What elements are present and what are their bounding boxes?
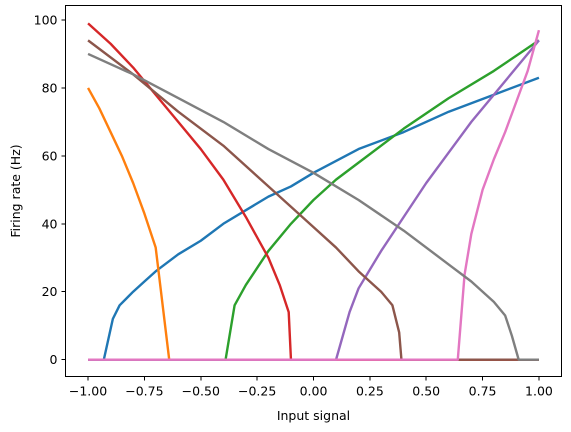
x-tick-label: 0.25 bbox=[356, 384, 384, 399]
x-tick-label: 0.00 bbox=[300, 384, 328, 399]
series-line-5 bbox=[88, 39, 540, 361]
x-tick-label: −1.00 bbox=[69, 384, 107, 399]
series-layer bbox=[86, 22, 541, 361]
x-tick-label: 0.75 bbox=[469, 384, 497, 399]
y-axis: 0 20 40 60 80 100 bbox=[34, 12, 66, 367]
axes-frame bbox=[65, 5, 562, 377]
x-axis-label: Input signal bbox=[277, 408, 350, 423]
x-tick-label: 1.00 bbox=[525, 384, 553, 399]
series-line-2 bbox=[86, 87, 539, 361]
x-axis: −1.00 −0.75 −0.50 −0.25 0.00 0.25 0.50 0.75 1.00 bbox=[69, 376, 553, 399]
y-tick-label: 0 bbox=[50, 352, 58, 367]
y-tick-label: 100 bbox=[34, 12, 58, 27]
series-line-7 bbox=[88, 29, 541, 361]
y-tick-label: 40 bbox=[42, 216, 58, 231]
plot-area bbox=[65, 5, 562, 377]
series-line-6 bbox=[87, 39, 539, 361]
y-tick-label: 80 bbox=[42, 80, 58, 95]
x-tick-label: 0.50 bbox=[412, 384, 440, 399]
x-tick-label: −0.25 bbox=[238, 384, 276, 399]
series-line-8 bbox=[87, 52, 539, 361]
series-line-4 bbox=[87, 22, 539, 361]
y-tick-label: 60 bbox=[42, 148, 58, 163]
x-tick-label: −0.50 bbox=[182, 384, 220, 399]
y-axis-label: Firing rate (Hz) bbox=[8, 144, 23, 237]
series-line-1 bbox=[88, 76, 540, 361]
series-line-3 bbox=[88, 39, 540, 361]
x-tick-label: −0.75 bbox=[125, 384, 163, 399]
y-tick-label: 20 bbox=[42, 284, 58, 299]
